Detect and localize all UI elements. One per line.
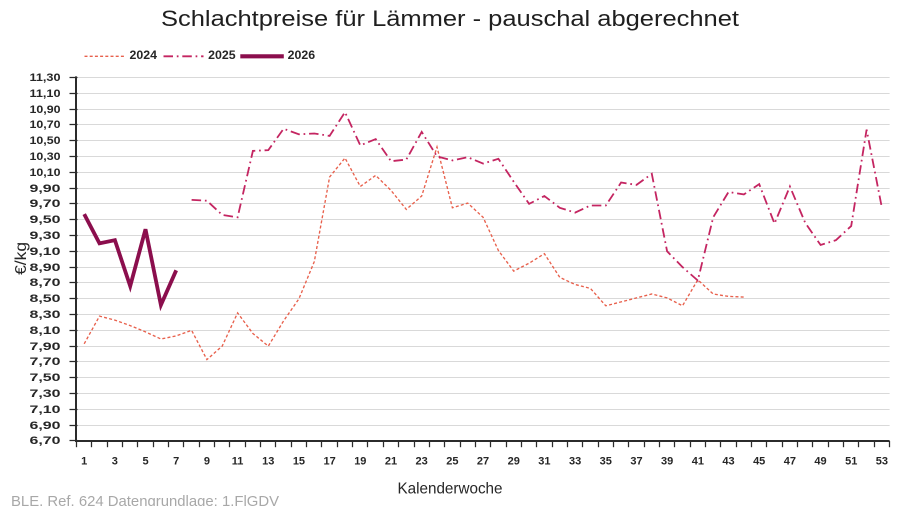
svg-text:7,90: 7,90 <box>30 341 61 353</box>
svg-text:8,30: 8,30 <box>30 309 61 321</box>
svg-text:9,10: 9,10 <box>30 246 61 258</box>
svg-text:9: 9 <box>204 455 210 467</box>
svg-text:2025: 2025 <box>208 48 236 62</box>
svg-text:Kalenderwoche: Kalenderwoche <box>398 481 503 498</box>
svg-text:19: 19 <box>354 455 366 467</box>
svg-text:13: 13 <box>262 455 274 467</box>
svg-text:53: 53 <box>876 455 888 467</box>
svg-text:BLE, Ref. 624 Datengrundlage:: BLE, Ref. 624 Datengrundlage: 1.FlGDV <box>11 493 279 506</box>
svg-text:21: 21 <box>385 455 397 467</box>
svg-text:7,10: 7,10 <box>30 404 61 416</box>
svg-text:11,10: 11,10 <box>30 88 61 100</box>
svg-text:15: 15 <box>293 455 305 467</box>
svg-text:€/kg: €/kg <box>13 242 30 275</box>
svg-text:25: 25 <box>446 455 458 467</box>
svg-text:11,30: 11,30 <box>30 72 61 84</box>
svg-text:39: 39 <box>661 455 673 467</box>
svg-text:2024: 2024 <box>130 48 158 62</box>
svg-text:10,30: 10,30 <box>30 151 61 163</box>
svg-text:5: 5 <box>142 455 148 467</box>
svg-text:9,50: 9,50 <box>30 214 61 226</box>
svg-text:8,70: 8,70 <box>30 277 61 289</box>
svg-text:7: 7 <box>173 455 179 467</box>
svg-text:17: 17 <box>324 455 336 467</box>
svg-text:35: 35 <box>600 455 612 467</box>
svg-text:27: 27 <box>477 455 489 467</box>
svg-text:9,90: 9,90 <box>30 183 61 195</box>
svg-text:29: 29 <box>508 455 520 467</box>
svg-text:31: 31 <box>538 455 550 467</box>
svg-text:7,70: 7,70 <box>30 356 61 368</box>
svg-text:37: 37 <box>630 455 642 467</box>
svg-text:2026: 2026 <box>288 48 316 62</box>
svg-text:11: 11 <box>232 455 244 467</box>
svg-text:8,10: 8,10 <box>30 325 61 337</box>
svg-text:23: 23 <box>416 455 428 467</box>
svg-text:3: 3 <box>112 455 118 467</box>
svg-text:33: 33 <box>569 455 581 467</box>
svg-text:49: 49 <box>814 455 826 467</box>
svg-text:10,70: 10,70 <box>30 119 61 131</box>
svg-text:43: 43 <box>722 455 734 467</box>
svg-text:1: 1 <box>81 455 87 467</box>
svg-text:7,50: 7,50 <box>30 372 61 384</box>
svg-text:9,70: 9,70 <box>30 198 61 210</box>
svg-text:10,10: 10,10 <box>30 167 61 179</box>
svg-text:6,70: 6,70 <box>30 435 61 447</box>
svg-text:Schlachtpreise für Lämmer - pa: Schlachtpreise für Lämmer - pauschal abg… <box>161 6 740 31</box>
svg-text:10,90: 10,90 <box>30 104 61 116</box>
svg-text:9,30: 9,30 <box>30 230 61 242</box>
svg-text:8,90: 8,90 <box>30 262 61 274</box>
svg-text:10,50: 10,50 <box>30 135 61 147</box>
svg-text:45: 45 <box>753 455 765 467</box>
svg-text:8,50: 8,50 <box>30 293 61 305</box>
svg-text:51: 51 <box>845 455 857 467</box>
svg-text:7,30: 7,30 <box>30 388 61 400</box>
svg-text:41: 41 <box>692 455 704 467</box>
svg-text:47: 47 <box>784 455 796 467</box>
svg-text:6,90: 6,90 <box>30 420 61 432</box>
